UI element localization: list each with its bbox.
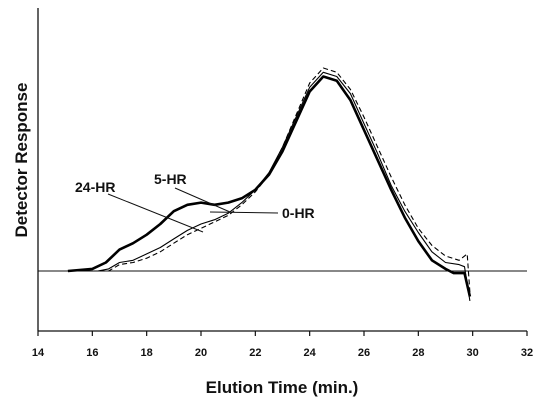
series-label-24-hr: 24-HR: [75, 179, 115, 195]
x-tick-label: 30: [467, 347, 479, 359]
label-leaders: [107, 187, 279, 233]
x-tick-label: 26: [358, 347, 370, 359]
series-line-0-hr: [67, 67, 471, 293]
series-line-5-hr: [67, 71, 471, 301]
series-label-5-hr: 5-HR: [154, 171, 187, 187]
series-lines: [67, 67, 472, 301]
x-tick-label: 32: [521, 347, 533, 359]
x-tick-label: 28: [412, 347, 424, 359]
x-tick-label: 16: [86, 347, 98, 359]
x-tick-label: 14: [32, 347, 45, 359]
x-tick-label: 22: [249, 347, 261, 359]
x-tick-label: 20: [195, 347, 207, 359]
series-line-24-hr: [67, 75, 472, 297]
leader-line-5-hr: [174, 187, 231, 213]
x-ticks: 14 16 18 20 22 24 26 28 30 32: [32, 331, 533, 359]
x-axis-title: Elution Time (min.): [206, 378, 359, 397]
leader-line-24-hr: [107, 193, 204, 233]
series-labels: 24-HR 5-HR 0-HR: [75, 171, 315, 221]
y-axis-title: Detector Response: [12, 83, 31, 238]
x-tick-label: 18: [141, 347, 153, 359]
series-label-0-hr: 0-HR: [282, 205, 315, 221]
x-tick-label: 24: [304, 347, 317, 359]
leader-line-0-hr: [209, 211, 279, 214]
